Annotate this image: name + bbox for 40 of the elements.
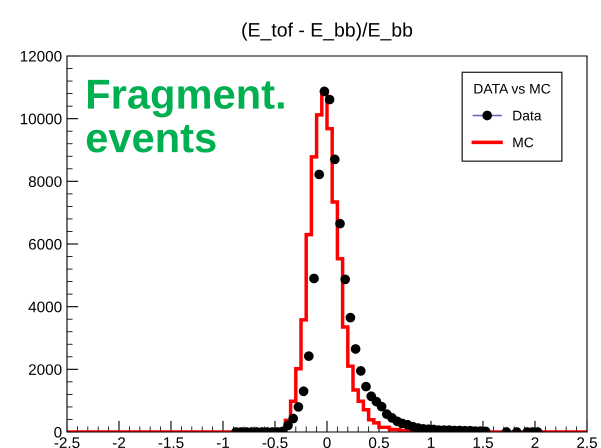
legend-label: Data: [513, 110, 542, 120]
point: [335, 218, 345, 228]
point: [324, 94, 334, 104]
y-tick-label: 2000: [28, 364, 62, 376]
point: [350, 344, 360, 354]
chart-title: (E_tof - E_bb)/E_bb: [242, 22, 412, 41]
x-tick-label: -0.5: [262, 437, 288, 448]
point: [294, 402, 304, 412]
x-tick-label: -1: [216, 437, 230, 448]
legend-title: DATA vs MC: [474, 84, 550, 94]
point: [304, 351, 314, 362]
point: [361, 382, 371, 392]
x-tick-label: 2.5: [577, 437, 597, 448]
point: [340, 274, 350, 284]
x-tick-label: -2: [112, 437, 126, 448]
point: [288, 414, 298, 424]
y-tick-label: 0: [54, 426, 62, 438]
x-tick-label: 2: [532, 437, 538, 448]
x-tick-label: 0: [323, 437, 331, 448]
point: [376, 402, 386, 412]
point: [346, 312, 356, 322]
point: [320, 86, 330, 96]
x-tick-label: 0.5: [368, 437, 389, 448]
y-tick-label: 12000: [20, 50, 62, 62]
point: [298, 386, 308, 396]
y-tick-label: 4000: [28, 302, 62, 312]
x-tick-label: -1.5: [158, 437, 184, 448]
x-tick-label: 1: [428, 437, 435, 448]
point: [356, 366, 366, 376]
legend-label: MC: [513, 137, 534, 148]
x-tick-label: 1.5: [474, 437, 493, 448]
point: [314, 170, 324, 180]
point: [330, 154, 340, 164]
x-tick-label: -2.5: [54, 437, 80, 448]
point: [283, 420, 293, 430]
y-tick-label: 6000: [28, 238, 62, 250]
point: [309, 274, 319, 284]
y-tick-label: 8000: [28, 176, 62, 188]
annotation: Fragment. events: [86, 80, 284, 153]
y-tick-label: 10000: [20, 114, 62, 124]
